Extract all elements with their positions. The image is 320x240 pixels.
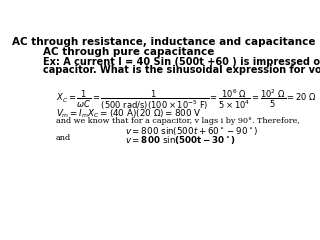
Text: Ex: A current I = 40 Sin (500t +60 ) is impressed on a 100 μF: Ex: A current I = 40 Sin (500t +60 ) is … <box>43 57 320 66</box>
Text: and: and <box>55 134 71 142</box>
Text: $v = 800\ \sin(500t + 60^\circ - 90^\circ)$: $v = 800\ \sin(500t + 60^\circ - 90^\cir… <box>125 125 258 137</box>
Text: $v = \mathbf{800\ \sin(500t - 30^\circ)}$: $v = \mathbf{800\ \sin(500t - 30^\circ)}… <box>125 134 236 146</box>
Text: AC through resistance, inductance and capacitance: AC through resistance, inductance and ca… <box>12 37 316 47</box>
Text: and we know that for a capacitor, v lags i by 90°. Therefore,: and we know that for a capacitor, v lags… <box>55 117 300 125</box>
Text: capacitor. What is the sinusoidal expression for voltage?: capacitor. What is the sinusoidal expres… <box>43 65 320 75</box>
Text: AC through pure capacitance: AC through pure capacitance <box>43 47 214 57</box>
Text: $V_m = I_m X_C = (40\ \mathrm{A})(20\ \Omega) = 800\ \mathrm{V}$: $V_m = I_m X_C = (40\ \mathrm{A})(20\ \O… <box>55 107 201 120</box>
Text: $X_C = \dfrac{1}{\omega C} = \dfrac{1}{\mathrm{(500\ rad/s)(100 \times 10^{-5}\ : $X_C = \dfrac{1}{\omega C} = \dfrac{1}{\… <box>55 88 316 113</box>
